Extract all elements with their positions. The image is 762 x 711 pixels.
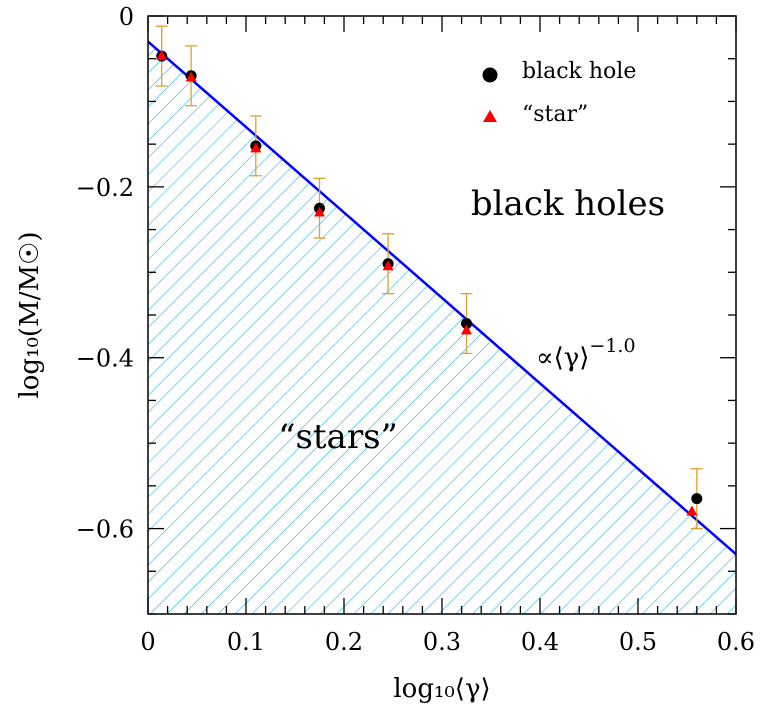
fit-annotation: ∝⟨γ⟩−1.0 — [536, 335, 636, 373]
star-point — [156, 50, 168, 61]
axis-ticks — [147, 15, 737, 615]
y-tick-label: −0.4 — [76, 345, 134, 373]
x-tick-label: 0.3 — [423, 628, 461, 656]
x-tick-label: 0.1 — [227, 628, 265, 656]
x-tick-label: 0.5 — [619, 628, 657, 656]
y-tick-label: −0.6 — [76, 516, 134, 544]
star-point — [314, 206, 325, 217]
power-law-fit-line — [148, 40, 736, 556]
fit-annotation-text: ∝⟨γ⟩ — [536, 343, 589, 373]
legend-star-label: “star” — [522, 102, 588, 127]
star-point — [382, 260, 394, 271]
data-markers — [156, 50, 703, 516]
x-axis-title: log₁₀⟨γ⟩ — [393, 674, 490, 704]
x-tick-label: 0.2 — [325, 628, 363, 656]
x-tick-label: 0.4 — [521, 628, 559, 656]
legend-star-marker — [483, 110, 497, 122]
legend: black hole “star” — [482, 59, 636, 127]
y-tick-label: 0 — [119, 3, 134, 31]
y-tick-label: −0.2 — [76, 174, 134, 202]
star-point — [185, 71, 197, 82]
fit-annotation-exponent: −1.0 — [589, 335, 635, 357]
black-hole-point — [461, 318, 472, 330]
x-tick-label: 0 — [140, 628, 155, 656]
black-hole-point — [691, 493, 703, 505]
y-axis-title: log₁₀(M/M☉) — [15, 231, 45, 398]
svg-text:∝⟨γ⟩−1.0: ∝⟨γ⟩−1.0 — [536, 335, 636, 373]
legend-black-hole-marker — [482, 67, 498, 83]
star-point — [461, 324, 472, 335]
x-tick-label: 0.6 — [717, 628, 755, 656]
axis-tick-labels: 0 0.1 0.2 0.3 0.4 0.5 0.6 0 −0.2 −0.4 −0.6 — [76, 3, 755, 656]
stars-region-hatch — [148, 41, 736, 614]
black-holes-region-label: black holes — [471, 184, 665, 224]
star-point — [686, 505, 698, 516]
legend-black-hole-label: black hole — [522, 59, 636, 84]
stars-region-label: “stars” — [278, 417, 398, 457]
star-point — [250, 142, 262, 153]
